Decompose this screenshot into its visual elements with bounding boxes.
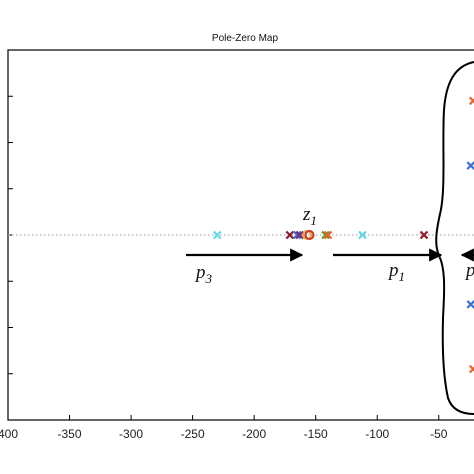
zero-z1-label: z1 (302, 204, 317, 228)
x-tick-label: -350 (58, 427, 82, 441)
x-tick-label: -50 (430, 427, 448, 441)
chart-title: Pole-Zero Map (212, 33, 279, 44)
pole-marker (285, 230, 295, 240)
pole-marker (419, 230, 429, 240)
pole-marker (323, 230, 333, 240)
x-tick-label: -200 (242, 427, 266, 441)
pole-p1-label: p1 (387, 260, 405, 284)
x-tick-label: -150 (304, 427, 328, 441)
x-tick-label: 400 (0, 427, 18, 441)
pole-marker (292, 230, 302, 240)
pole-marker (466, 300, 474, 309)
pole-marker (212, 230, 222, 240)
pole-marker (468, 96, 474, 106)
pole-marker (295, 230, 304, 240)
root-locus-boundary-curve (435, 61, 474, 415)
zero-marker (304, 230, 315, 240)
pole-p-edge-label: p (464, 260, 474, 281)
x-tick-label: -300 (119, 427, 143, 441)
pole-marker (358, 230, 367, 240)
pole-p3-label: p3 (194, 262, 213, 286)
pole-marker (468, 364, 474, 374)
pole-marker (321, 230, 330, 240)
x-tick-label: -100 (365, 427, 389, 441)
pole-marker (466, 161, 474, 170)
x-tick-label: -250 (181, 427, 205, 441)
